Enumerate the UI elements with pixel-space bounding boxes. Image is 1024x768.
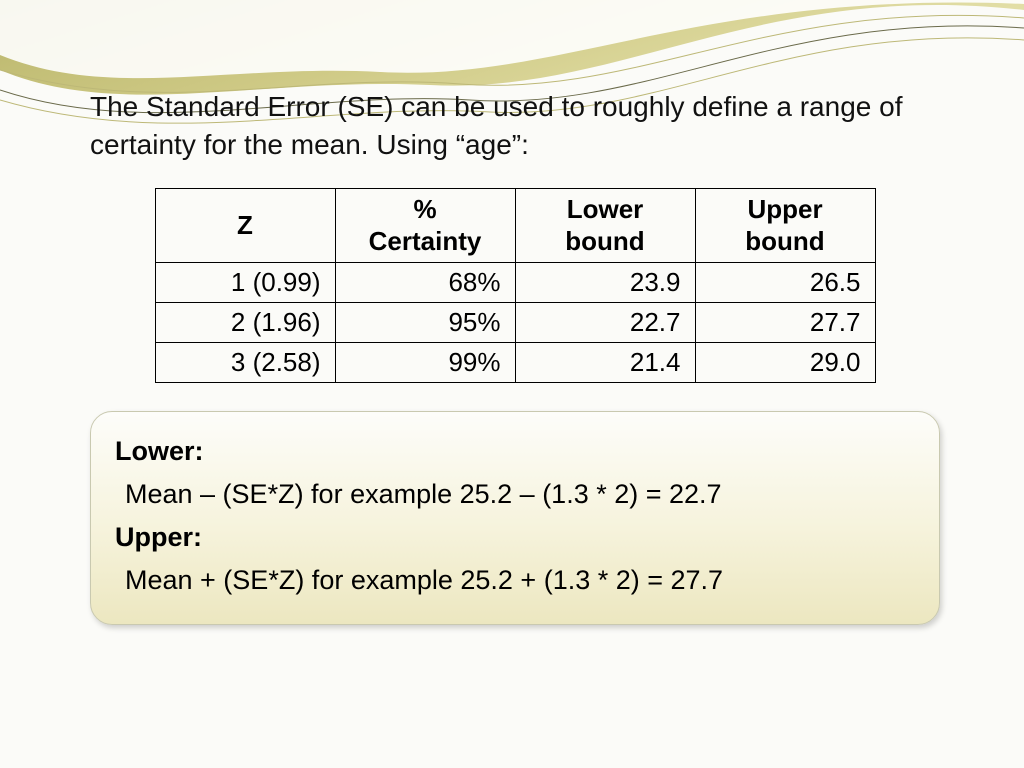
cell-z: 3 (2.58) — [155, 342, 335, 382]
lower-label: Lower: — [115, 430, 915, 473]
cell-lower: 21.4 — [515, 342, 695, 382]
cell-upper: 29.0 — [695, 342, 875, 382]
upper-label: Upper: — [115, 516, 915, 559]
lower-expression: Mean – (SE*Z) for example 25.2 – (1.3 * … — [115, 473, 915, 516]
cell-z: 1 (0.99) — [155, 262, 335, 302]
formula-box: Lower: Mean – (SE*Z) for example 25.2 – … — [90, 411, 940, 626]
slide-content: The Standard Error (SE) can be used to r… — [90, 88, 940, 625]
col-header-z-text: Z — [237, 210, 253, 240]
cell-lower: 23.9 — [515, 262, 695, 302]
table-header-row: Z % Certainty Lower bound Upper bound — [155, 188, 875, 262]
upper-expression: Mean + (SE*Z) for example 25.2 + (1.3 * … — [115, 559, 915, 602]
cell-certainty: 68% — [335, 262, 515, 302]
table-row: 1 (0.99) 68% 23.9 26.5 — [155, 262, 875, 302]
col-header-certainty-l2: Certainty — [369, 226, 482, 256]
cell-certainty: 95% — [335, 302, 515, 342]
col-header-lower-l2: bound — [565, 226, 644, 256]
cell-upper: 26.5 — [695, 262, 875, 302]
cell-lower: 22.7 — [515, 302, 695, 342]
col-header-lower: Lower bound — [515, 188, 695, 262]
intro-paragraph: The Standard Error (SE) can be used to r… — [90, 88, 940, 164]
cell-certainty: 99% — [335, 342, 515, 382]
cell-upper: 27.7 — [695, 302, 875, 342]
col-header-certainty: % Certainty — [335, 188, 515, 262]
col-header-upper-l1: Upper — [747, 194, 822, 224]
cell-z: 2 (1.96) — [155, 302, 335, 342]
table-row: 3 (2.58) 99% 21.4 29.0 — [155, 342, 875, 382]
col-header-upper-l2: bound — [745, 226, 824, 256]
col-header-upper: Upper bound — [695, 188, 875, 262]
se-table: Z % Certainty Lower bound Upper bound 1 … — [155, 188, 876, 383]
table-row: 2 (1.96) 95% 22.7 27.7 — [155, 302, 875, 342]
col-header-lower-l1: Lower — [567, 194, 644, 224]
col-header-certainty-l1: % — [413, 194, 436, 224]
col-header-z: Z — [155, 188, 335, 262]
